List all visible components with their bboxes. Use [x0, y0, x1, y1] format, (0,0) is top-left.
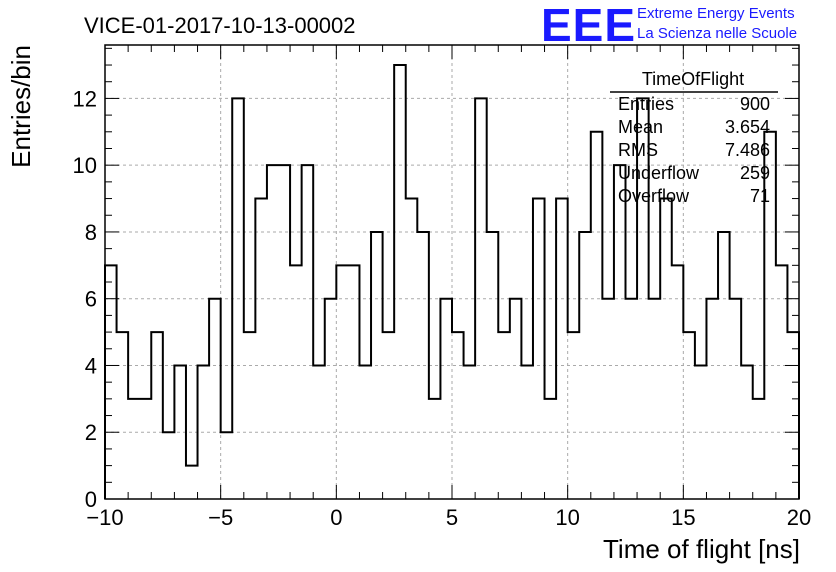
- chart-title: VICE-01-2017-10-13-00002: [84, 13, 356, 38]
- histogram-bin: [579, 232, 591, 499]
- histogram-bin: [787, 332, 799, 499]
- histogram-bin: [232, 98, 244, 499]
- histogram-bin: [521, 365, 533, 499]
- stats-mean-label: Mean: [618, 117, 663, 137]
- y-tick-label: 4: [85, 353, 97, 378]
- histogram-bin: [556, 199, 568, 499]
- stats-entries-value: 900: [740, 94, 770, 114]
- histogram-bin: [649, 299, 661, 499]
- x-tick-label: 20: [787, 505, 811, 530]
- histogram-bin: [255, 199, 267, 499]
- y-tick-label: 10: [73, 153, 97, 178]
- histogram-bin: [140, 399, 152, 499]
- stats-underflow-value: 259: [740, 163, 770, 183]
- histogram-bin: [117, 332, 129, 499]
- histogram-bin: [174, 365, 186, 499]
- histogram-bin: [533, 199, 545, 499]
- histogram-bin: [776, 265, 788, 499]
- histogram-bin: [475, 98, 487, 499]
- histogram-bin: [267, 165, 279, 499]
- x-tick-label: −5: [208, 505, 233, 530]
- histogram-bin: [244, 332, 256, 499]
- stats-mean-value: 3.654: [725, 117, 770, 137]
- histogram-bin: [683, 332, 695, 499]
- stats-underflow-label: Underflow: [618, 163, 700, 183]
- stats-rms-value: 7.486: [725, 140, 770, 160]
- histogram-bin: [498, 332, 510, 499]
- histogram-bin: [359, 365, 371, 499]
- histogram-bin: [302, 165, 314, 499]
- histogram-bin: [660, 199, 672, 499]
- stats-title: TimeOfFlight: [642, 69, 744, 89]
- histogram-bin: [741, 365, 753, 499]
- y-tick-label: 8: [85, 220, 97, 245]
- histogram-bin: [706, 299, 718, 499]
- histogram-bin: [325, 299, 337, 499]
- histogram-bin: [510, 299, 522, 499]
- histogram-bin: [383, 332, 395, 499]
- histogram-bin: [105, 265, 117, 499]
- eee-logo: EEE: [541, 0, 636, 51]
- brand-line-1: Extreme Energy Events: [637, 5, 795, 22]
- histogram-bin: [602, 299, 614, 499]
- x-tick-label: 15: [671, 505, 695, 530]
- histogram-bin: [336, 265, 348, 499]
- stats-rms-label: RMS: [618, 140, 658, 160]
- histogram-bin: [221, 432, 233, 499]
- x-tick-label: 10: [555, 505, 579, 530]
- histogram-bin: [440, 299, 452, 499]
- histogram-bin: [348, 265, 360, 499]
- histogram-bin: [429, 399, 441, 499]
- histogram-bin: [452, 332, 464, 499]
- histogram-bin: [186, 466, 198, 499]
- histogram-bin: [753, 399, 765, 499]
- histogram-bin: [487, 232, 499, 499]
- histogram-bin: [545, 399, 557, 499]
- x-tick-label: −10: [86, 505, 123, 530]
- histogram-bin: [198, 365, 210, 499]
- histogram-bin: [290, 265, 302, 499]
- histogram-bin: [626, 299, 638, 499]
- histogram-bin: [163, 432, 175, 499]
- x-axis-label: Time of flight [ns]: [603, 534, 800, 564]
- histogram-bin: [128, 399, 140, 499]
- plot-frame: [104, 44, 800, 500]
- histogram-bin: [718, 232, 730, 499]
- histogram-bin: [464, 365, 476, 499]
- histogram-bin: [279, 165, 291, 499]
- y-tick-label: 2: [85, 420, 97, 445]
- histogram-bin: [394, 65, 406, 499]
- stats-box: TimeOfFlight Entries 900 Mean 3.654 RMS …: [610, 69, 778, 206]
- x-tick-label: 5: [446, 505, 458, 530]
- y-tick-label: 0: [85, 487, 97, 512]
- histogram-bin: [371, 232, 383, 499]
- y-axis-label: Entries/bin: [6, 45, 36, 168]
- histogram-line: [104, 64, 800, 499]
- stats-overflow-value: 71: [750, 186, 770, 206]
- histogram-bin: [672, 265, 684, 499]
- brand-block: EEE Extreme Energy Events La Scienza nel…: [541, 0, 797, 51]
- histogram-bin: [568, 332, 580, 499]
- histogram-bin: [591, 132, 603, 499]
- y-tick-label: 12: [73, 86, 97, 111]
- axis-tick-labels: −10 −5 0 5 10 15 20 0 2 4 6 8 10 12: [73, 86, 812, 530]
- histogram-bin: [151, 332, 163, 499]
- histogram-bin: [406, 199, 418, 499]
- x-tick-label: 0: [330, 505, 342, 530]
- histogram-bin: [209, 299, 221, 499]
- stats-entries-label: Entries: [618, 94, 674, 114]
- histogram-bin: [730, 299, 742, 499]
- histogram-bin: [417, 232, 429, 499]
- axis-ticks: [104, 45, 800, 500]
- histogram-bin: [695, 365, 707, 499]
- histogram-bin: [614, 165, 626, 499]
- histogram-bin: [313, 365, 325, 499]
- stats-overflow-label: Overflow: [618, 186, 690, 206]
- brand-line-2: La Scienza nelle Scuole: [637, 25, 797, 42]
- y-tick-label: 6: [85, 287, 97, 312]
